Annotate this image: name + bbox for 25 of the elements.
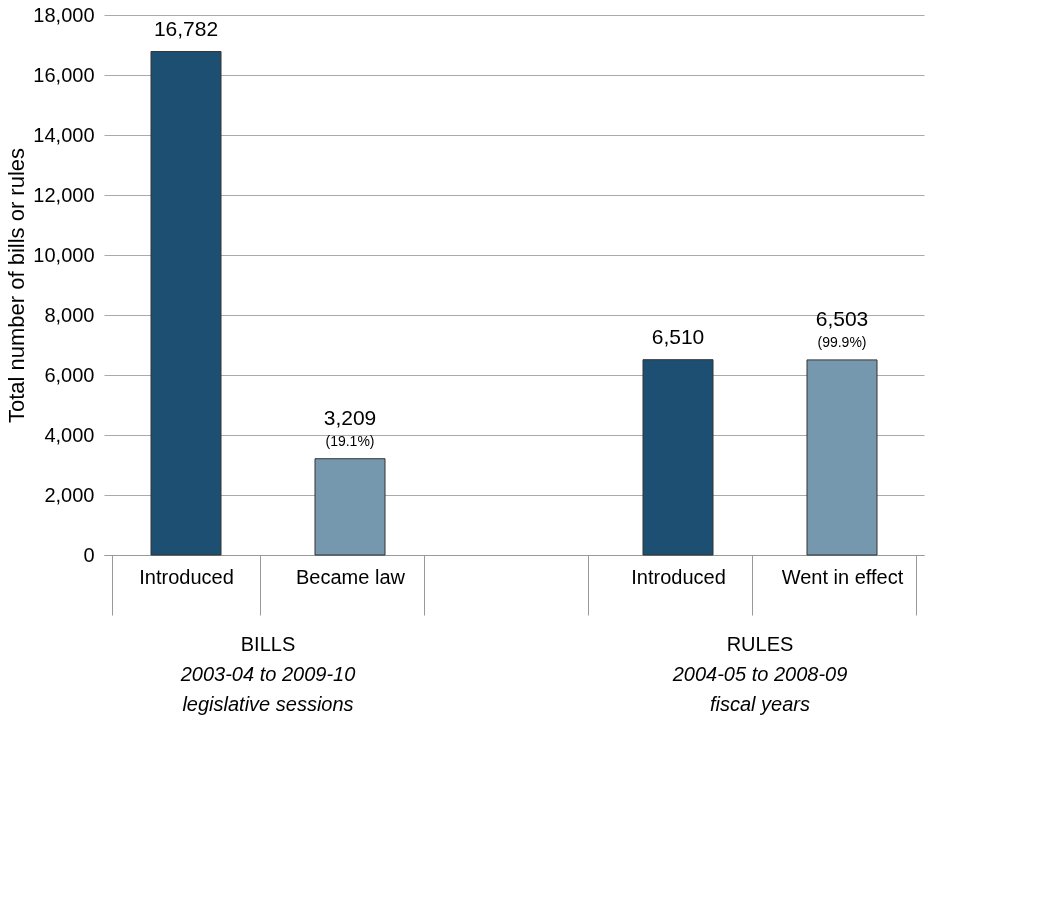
- y-tick-label: 12,000: [33, 183, 95, 206]
- text: 6,503 (99.9%): [815, 306, 869, 350]
- y-tick-label: 16,000: [33, 63, 95, 86]
- x-tick-label: Went in effect: [781, 565, 904, 588]
- bar: [150, 51, 222, 556]
- y-tick-label: 14,000: [33, 123, 95, 146]
- data-label: 16,782: [153, 16, 219, 40]
- data-label: 6,510: [651, 324, 705, 348]
- y-tick-label: 0: [83, 543, 95, 566]
- text: 3,209 (19.1%): [323, 405, 377, 449]
- x-tick-label: Became law: [296, 565, 406, 588]
- text: BILLS 2003-04 to 2009-10 legislative sessions: [179, 633, 356, 715]
- y-tick-label: 18,000: [33, 3, 95, 26]
- y-tick-label: 2,000: [44, 483, 95, 506]
- y-tick-label: 10,000: [33, 243, 95, 266]
- y-tick-label: 6,000: [44, 363, 95, 386]
- y-axis-title: Total number of bills or rules: [4, 147, 30, 424]
- bar: [806, 359, 878, 556]
- bar: [314, 458, 386, 556]
- bar: [642, 359, 714, 556]
- y-tick-label: 4,000: [44, 423, 95, 446]
- y-tick-label: 8,000: [44, 303, 95, 326]
- text: RULES 2004-05 to 2008-09 fiscal years: [671, 633, 848, 715]
- x-tick-label: Introduced: [631, 565, 726, 588]
- x-tick-label: Introduced: [139, 565, 234, 588]
